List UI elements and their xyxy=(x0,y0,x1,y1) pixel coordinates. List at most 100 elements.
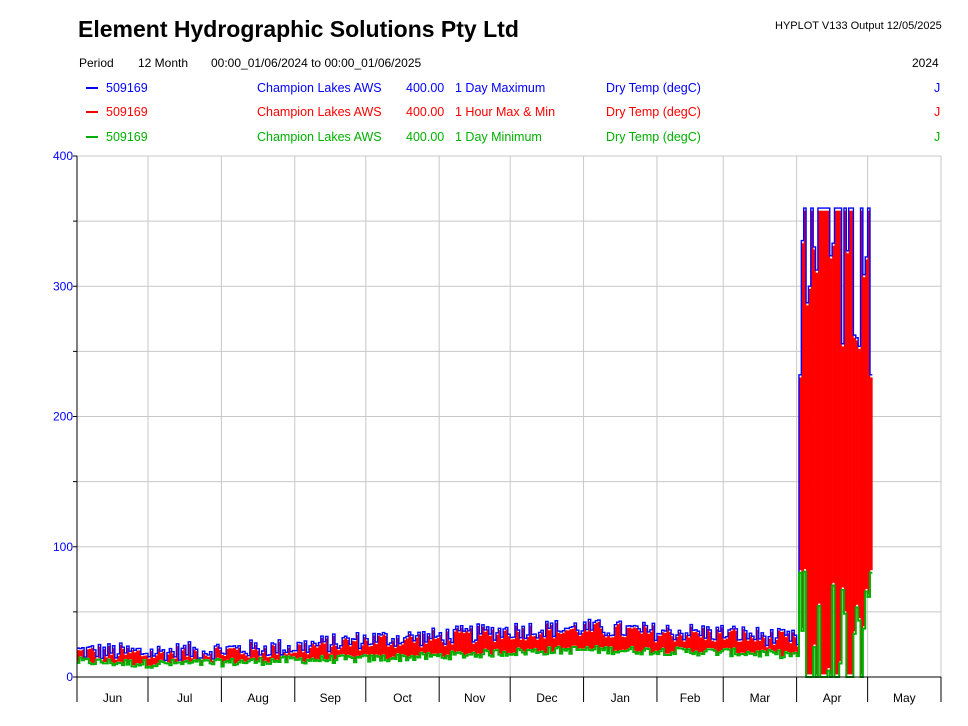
hourly-range-bar xyxy=(264,648,267,661)
hourly-range-bar xyxy=(588,621,591,649)
hourly-range-bar xyxy=(803,210,807,570)
hourly-range-bar xyxy=(595,622,599,645)
hourly-range-bar xyxy=(531,636,535,651)
legend-stat: 1 Day Minimum xyxy=(455,130,542,144)
hourly-range-bar xyxy=(327,653,331,659)
hourly-range-bar xyxy=(323,643,326,659)
hourly-range-bar xyxy=(829,258,833,675)
hourly-range-bar xyxy=(815,272,819,675)
hourly-range-bar xyxy=(656,635,660,653)
hourly-range-bar xyxy=(574,625,577,646)
hourly-range-bar xyxy=(784,637,788,651)
hourly-range-bar xyxy=(420,647,423,652)
hourly-range-bar xyxy=(585,631,589,646)
hourly-range-bar xyxy=(174,658,177,663)
hourly-range-bar xyxy=(839,210,842,661)
hourly-range-bar xyxy=(356,634,359,656)
hourly-range-bar xyxy=(787,633,790,652)
hourly-range-bar xyxy=(335,645,338,659)
hourly-range-bar xyxy=(138,650,142,665)
hourly-range-bar xyxy=(133,652,137,666)
hourly-range-bar xyxy=(604,637,608,647)
hourly-range-bar xyxy=(192,649,196,660)
hourly-range-bar xyxy=(820,210,823,675)
hourly-range-bar xyxy=(536,639,539,652)
hourly-range-bar xyxy=(701,627,705,653)
hourly-range-bar xyxy=(801,243,805,629)
hourly-range-bar xyxy=(611,637,615,653)
legend-variable: Dry Temp (degC) xyxy=(606,81,701,95)
hourly-range-bar xyxy=(671,636,674,652)
hourly-range-bar xyxy=(555,622,558,648)
hourly-range-bar xyxy=(427,635,431,652)
hourly-range-bar xyxy=(190,658,194,662)
hourly-range-bar xyxy=(763,638,767,651)
hourly-range-bar xyxy=(607,635,610,653)
hourly-range-bar xyxy=(576,632,580,649)
hourly-range-bar xyxy=(848,210,852,675)
hourly-range-bar xyxy=(775,639,778,653)
hourly-range-bar xyxy=(817,210,821,604)
hourly-range-bar xyxy=(458,632,461,652)
hourly-range-bar xyxy=(389,644,393,658)
hourly-range-bar xyxy=(382,634,386,655)
x-month-label: Feb xyxy=(680,691,701,705)
legend-station: Champion Lakes AWS xyxy=(257,130,382,144)
hourly-range-bar xyxy=(297,644,300,659)
y-tick-label: 400 xyxy=(53,149,73,163)
hourly-range-bar xyxy=(88,648,92,662)
hourly-range-bar xyxy=(424,643,428,658)
x-month-label: Mar xyxy=(750,691,771,705)
hourly-range-bar xyxy=(770,631,774,651)
y-tick-label: 0 xyxy=(66,670,73,684)
daily-max-line xyxy=(77,207,873,662)
legend-site: 509169 xyxy=(106,81,148,95)
hourly-range-bar xyxy=(214,648,217,659)
hourly-range-bar xyxy=(732,628,736,648)
legend-scale: 400.00 xyxy=(406,81,445,95)
hourly-range-bar xyxy=(806,305,809,675)
hourly-range-bar xyxy=(737,641,741,655)
hourly-range-bar xyxy=(652,625,655,653)
hourly-range-bar xyxy=(443,646,447,658)
hourly-range-bar xyxy=(694,631,698,651)
hourly-range-bar xyxy=(252,650,255,658)
hourly-range-bar xyxy=(692,632,696,653)
hourly-range-bar xyxy=(498,630,502,654)
hourly-range-bar xyxy=(223,655,227,662)
hourly-range-bar xyxy=(181,650,184,663)
hourly-range-bar xyxy=(209,653,213,663)
hourly-range-bar xyxy=(387,646,390,660)
hourly-range-bar xyxy=(500,639,504,655)
hourly-range-bar xyxy=(623,637,627,650)
hourly-range-bar xyxy=(304,642,307,663)
hourly-range-bar xyxy=(808,288,812,675)
hourly-range-bar xyxy=(287,647,291,656)
hourly-range-bar xyxy=(484,631,487,649)
hourly-range-bar xyxy=(370,645,374,655)
legend-swatch-hourly xyxy=(86,111,98,113)
hourly-range-bar xyxy=(93,651,97,663)
hourly-range-bar xyxy=(647,633,651,648)
hourly-range-bar xyxy=(690,626,693,652)
daily-min-line xyxy=(77,570,873,678)
hourly-range-bar xyxy=(249,641,253,659)
hourly-range-bar xyxy=(100,660,104,662)
hourly-range-bar xyxy=(569,629,573,653)
x-month-label: Nov xyxy=(464,691,485,705)
hourly-range-bar xyxy=(507,636,511,653)
hourly-range-bar xyxy=(415,637,419,656)
hourly-range-bar xyxy=(488,636,492,655)
hourly-range-bar xyxy=(834,210,838,675)
hourly-range-bar xyxy=(237,647,241,662)
hourly-range-bar xyxy=(758,640,762,656)
hourly-range-bar xyxy=(552,638,556,652)
hourly-range-bar xyxy=(512,639,516,653)
hourly-range-bar xyxy=(105,657,109,663)
hourly-range-bar xyxy=(439,634,442,654)
hourly-range-bar xyxy=(867,210,871,595)
hourly-range-bar xyxy=(242,653,246,662)
hourly-range-bar xyxy=(761,634,764,650)
hourly-range-bar xyxy=(211,660,215,663)
